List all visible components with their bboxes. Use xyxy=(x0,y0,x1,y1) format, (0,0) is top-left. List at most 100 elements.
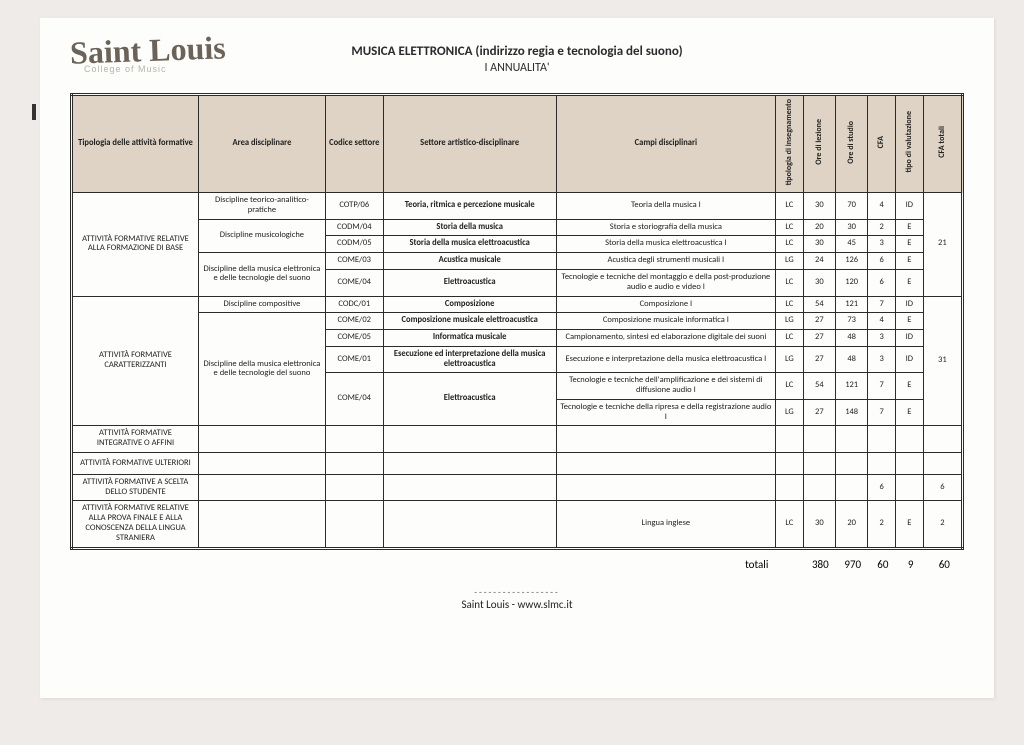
cell-lez: 27 xyxy=(803,313,835,330)
cell-settore: Composizione xyxy=(383,296,556,313)
cell-studio: 121 xyxy=(836,296,868,313)
totals-label: totali xyxy=(70,556,776,573)
cell-cfa: 6 xyxy=(868,474,896,501)
table-row: ATTIVITÀ FORMATIVE A SCELTA DELLO STUDEN… xyxy=(72,474,963,501)
cell-tipologia: ATTIVITÀ FORMATIVE INTEGRATIVE O AFFINI xyxy=(72,426,199,453)
table-row: ATTIVITÀ FORMATIVE RELATIVE ALLA FORMAZI… xyxy=(72,193,963,220)
cell-studio: 48 xyxy=(836,330,868,347)
th-campi: Campi disciplinari xyxy=(556,95,775,193)
cell-val: ID xyxy=(896,330,924,347)
cell-settore: Storia della musica elettroacustica xyxy=(383,236,556,253)
cell-codice xyxy=(325,501,383,548)
cell-campi: Tecnologie e tecniche della ripresa e de… xyxy=(556,399,775,426)
cell-lez: 30 xyxy=(803,501,835,548)
cell-settore: Elettroacustica xyxy=(383,373,556,426)
cell-val: E xyxy=(896,399,924,426)
cell-cfa: 4 xyxy=(868,193,896,220)
totals-lez: 380 xyxy=(804,556,836,573)
cell-studio: 20 xyxy=(836,501,868,548)
cell-cfa-totali: 31 xyxy=(923,296,962,426)
cell-studio xyxy=(836,452,868,474)
footer-dots: ------------------ xyxy=(70,587,964,598)
cell-tipologia: ATTIVITÀ FORMATIVE A SCELTA DELLO STUDEN… xyxy=(72,474,199,501)
cell-settore xyxy=(383,452,556,474)
th-cfa: CFA xyxy=(868,95,896,193)
cell-val xyxy=(896,474,924,501)
cell-lez xyxy=(803,474,835,501)
totals-val: 9 xyxy=(897,556,925,573)
cell-studio: 120 xyxy=(836,269,868,296)
footer-text: Saint Louis - www.slmc.it xyxy=(70,598,964,611)
cell-tipologia: ATTIVITÀ FORMATIVE RELATIVE ALLA FORMAZI… xyxy=(72,193,199,296)
table-row: ATTIVITÀ FORMATIVE ULTERIORI xyxy=(72,452,963,474)
cell-settore: Acustica musicale xyxy=(383,253,556,270)
cell-campi: Composizione I xyxy=(556,296,775,313)
cell-tipologia: ATTIVITÀ FORMATIVE CARATTERIZZANTI xyxy=(72,296,199,426)
th-ore-lez: Ore di lezione xyxy=(803,95,835,193)
th-tipologia: Tipologia delle attività formative xyxy=(72,95,199,193)
cell-cfa xyxy=(868,426,896,453)
cell-codice: CODC/01 xyxy=(325,296,383,313)
cell-cfa: 7 xyxy=(868,296,896,313)
cell-area: Discipline della musica elettronica e de… xyxy=(198,253,325,296)
cell-val: ID xyxy=(896,193,924,220)
cell-lez: 27 xyxy=(803,330,835,347)
cell-campi: Campionamento, sintesi ed elaborazione d… xyxy=(556,330,775,347)
cell-tipologia: ATTIVITÀ FORMATIVE ULTERIORI xyxy=(72,452,199,474)
cell-studio xyxy=(836,426,868,453)
cell-val: ID xyxy=(896,296,924,313)
cell-cfa: 4 xyxy=(868,313,896,330)
cell-cfa: 3 xyxy=(868,330,896,347)
cell-tip: LG xyxy=(776,253,804,270)
cell-studio: 30 xyxy=(836,219,868,236)
cell-cfa-totali: 6 xyxy=(923,474,962,501)
th-settore: Settore artistico-disciplinare xyxy=(383,95,556,193)
cell-area: Discipline della musica elettronica e de… xyxy=(198,313,325,426)
cell-cfa: 6 xyxy=(868,253,896,270)
th-valutazione: tipo di valutazione xyxy=(896,95,924,193)
cell-val xyxy=(896,452,924,474)
cell-studio: 45 xyxy=(836,236,868,253)
cell-settore: Elettroacustica xyxy=(383,269,556,296)
cell-area xyxy=(198,501,325,548)
cell-cfa: 2 xyxy=(868,501,896,548)
cell-tip: LC xyxy=(776,501,804,548)
cell-settore xyxy=(383,501,556,548)
table-row: ATTIVITÀ FORMATIVE RELATIVE ALLA PROVA F… xyxy=(72,501,963,548)
cell-codice: COME/04 xyxy=(325,373,383,426)
cell-lez: 27 xyxy=(803,346,835,373)
cell-codice xyxy=(325,426,383,453)
cell-val: ID xyxy=(896,346,924,373)
cell-campi: Tecnologie e tecniche del montaggio e de… xyxy=(556,269,775,296)
cell-lez: 54 xyxy=(803,296,835,313)
cell-lez: 20 xyxy=(803,219,835,236)
cell-val: E xyxy=(896,219,924,236)
cell-cfa: 3 xyxy=(868,236,896,253)
cell-cfa-totali: 21 xyxy=(923,193,962,296)
cell-codice: COME/02 xyxy=(325,313,383,330)
table-row: ATTIVITÀ FORMATIVE CARATTERIZZANTIDiscip… xyxy=(72,296,963,313)
cell-codice xyxy=(325,452,383,474)
cell-cfa-totali xyxy=(923,452,962,474)
logo-main: Saint Louis xyxy=(70,33,227,67)
cell-tip: LC xyxy=(776,219,804,236)
cell-settore: Informatica musicale xyxy=(383,330,556,347)
cell-campi: Storia della musica elettroacustica I xyxy=(556,236,775,253)
cell-val xyxy=(896,426,924,453)
cell-val: E xyxy=(896,269,924,296)
curriculum-table: Tipologia delle attività formative Area … xyxy=(70,93,964,550)
cell-lez xyxy=(803,426,835,453)
cell-tip xyxy=(776,426,804,453)
totals-cfa: 60 xyxy=(869,556,897,573)
cell-studio xyxy=(836,474,868,501)
totals-cfa-tot: 60 xyxy=(925,556,964,573)
table-row: ATTIVITÀ FORMATIVE INTEGRATIVE O AFFINI xyxy=(72,426,963,453)
cell-val: E xyxy=(896,501,924,548)
cell-area xyxy=(198,474,325,501)
cell-area xyxy=(198,452,325,474)
cell-codice: COME/05 xyxy=(325,330,383,347)
cell-studio: 73 xyxy=(836,313,868,330)
cell-lez: 30 xyxy=(803,193,835,220)
cell-tip xyxy=(776,474,804,501)
th-ore-studio: Ore di studio xyxy=(836,95,868,193)
